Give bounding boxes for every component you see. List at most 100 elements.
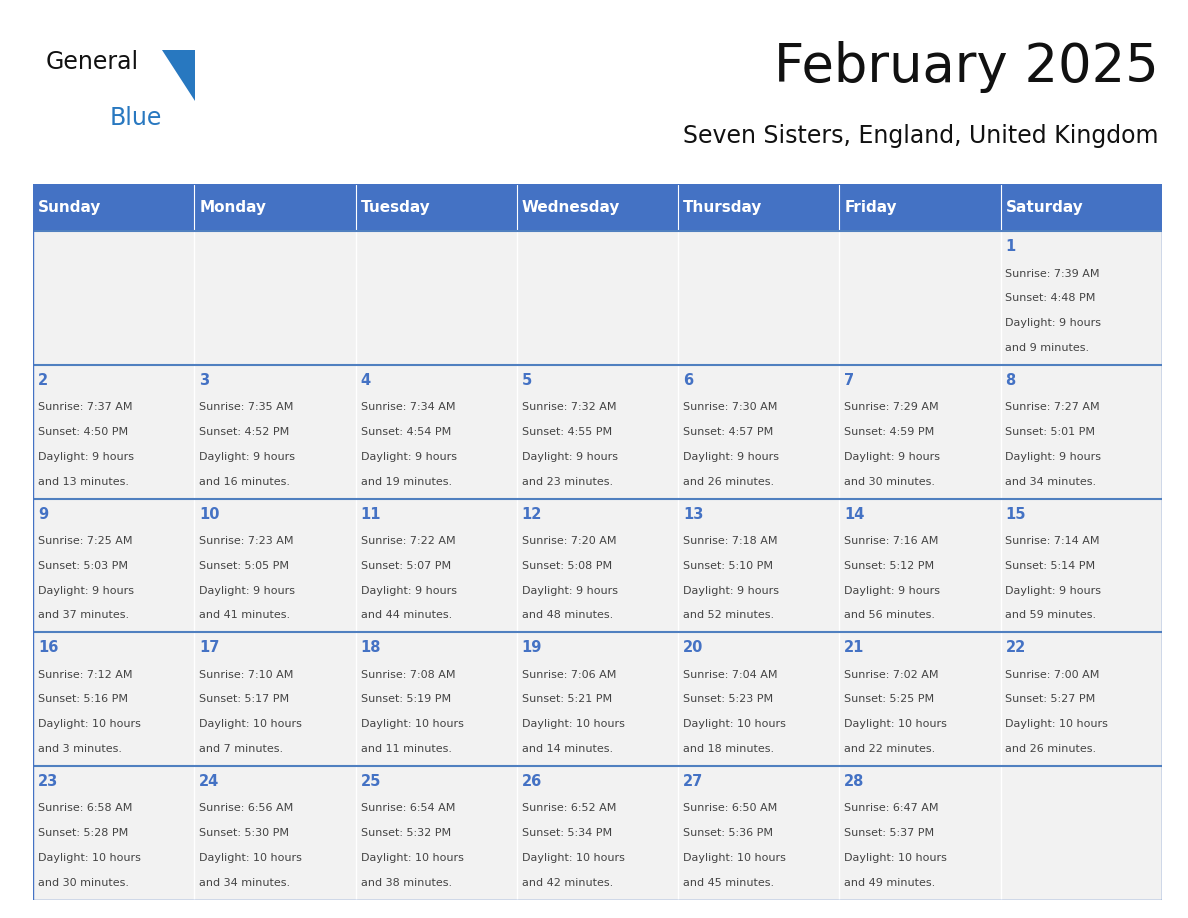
Text: Blue: Blue	[109, 106, 162, 129]
Text: and 30 minutes.: and 30 minutes.	[38, 878, 129, 888]
Text: Sunrise: 7:08 AM: Sunrise: 7:08 AM	[361, 670, 455, 679]
Text: Seven Sisters, England, United Kingdom: Seven Sisters, England, United Kingdom	[683, 124, 1158, 148]
Bar	[517, 184, 678, 231]
Text: 3: 3	[200, 373, 209, 388]
Bar	[1000, 766, 1162, 900]
Text: Sunrise: 7:10 AM: Sunrise: 7:10 AM	[200, 670, 293, 679]
Text: Sunrise: 7:32 AM: Sunrise: 7:32 AM	[522, 402, 617, 412]
Text: 23: 23	[38, 774, 58, 789]
Text: 14: 14	[845, 507, 865, 521]
Text: Sunset: 5:34 PM: Sunset: 5:34 PM	[522, 828, 612, 838]
Text: Sunset: 5:23 PM: Sunset: 5:23 PM	[683, 695, 773, 704]
Text: 18: 18	[361, 641, 381, 655]
Text: Daylight: 10 hours: Daylight: 10 hours	[522, 853, 625, 863]
Text: Sunrise: 7:12 AM: Sunrise: 7:12 AM	[38, 670, 133, 679]
Text: February 2025: February 2025	[773, 41, 1158, 94]
Text: Friday: Friday	[845, 200, 897, 215]
Text: 27: 27	[683, 774, 703, 789]
Text: 12: 12	[522, 507, 542, 521]
Text: 16: 16	[38, 641, 58, 655]
Text: 22: 22	[1005, 641, 1025, 655]
Bar	[195, 184, 355, 231]
Text: Sunrise: 7:25 AM: Sunrise: 7:25 AM	[38, 536, 133, 546]
Text: 4: 4	[361, 373, 371, 388]
Text: Sunset: 5:25 PM: Sunset: 5:25 PM	[845, 695, 935, 704]
Bar	[517, 766, 678, 900]
Text: and 59 minutes.: and 59 minutes.	[1005, 610, 1097, 621]
Text: Daylight: 10 hours: Daylight: 10 hours	[845, 853, 947, 863]
Text: Daylight: 10 hours: Daylight: 10 hours	[361, 853, 463, 863]
Text: Daylight: 9 hours: Daylight: 9 hours	[361, 586, 456, 596]
Text: Daylight: 10 hours: Daylight: 10 hours	[38, 853, 141, 863]
Bar	[1000, 633, 1162, 766]
Bar	[840, 365, 1000, 498]
Text: Daylight: 10 hours: Daylight: 10 hours	[200, 719, 302, 729]
Text: Sunrise: 7:39 AM: Sunrise: 7:39 AM	[1005, 269, 1100, 279]
Text: 1: 1	[1005, 240, 1016, 254]
Text: Sunset: 5:28 PM: Sunset: 5:28 PM	[38, 828, 128, 838]
Bar	[517, 498, 678, 633]
Text: Wednesday: Wednesday	[522, 200, 620, 215]
Text: and 37 minutes.: and 37 minutes.	[38, 610, 129, 621]
Text: and 30 minutes.: and 30 minutes.	[845, 476, 935, 487]
Text: Sunset: 5:21 PM: Sunset: 5:21 PM	[522, 695, 612, 704]
Text: 24: 24	[200, 774, 220, 789]
Text: Daylight: 10 hours: Daylight: 10 hours	[683, 853, 786, 863]
Text: Sunrise: 6:58 AM: Sunrise: 6:58 AM	[38, 803, 133, 813]
Text: 11: 11	[361, 507, 381, 521]
Text: and 38 minutes.: and 38 minutes.	[361, 878, 451, 888]
Text: Sunrise: 7:02 AM: Sunrise: 7:02 AM	[845, 670, 939, 679]
Text: Daylight: 9 hours: Daylight: 9 hours	[1005, 319, 1101, 329]
Text: Sunrise: 6:47 AM: Sunrise: 6:47 AM	[845, 803, 939, 813]
Text: 10: 10	[200, 507, 220, 521]
Text: and 44 minutes.: and 44 minutes.	[361, 610, 451, 621]
Text: Tuesday: Tuesday	[361, 200, 430, 215]
Text: 19: 19	[522, 641, 542, 655]
Text: 5: 5	[522, 373, 532, 388]
Text: 13: 13	[683, 507, 703, 521]
Text: Sunset: 4:55 PM: Sunset: 4:55 PM	[522, 427, 612, 437]
Text: Sunrise: 6:56 AM: Sunrise: 6:56 AM	[200, 803, 293, 813]
Text: and 52 minutes.: and 52 minutes.	[683, 610, 775, 621]
Bar	[355, 365, 517, 498]
Text: Sunrise: 7:22 AM: Sunrise: 7:22 AM	[361, 536, 455, 546]
Text: Sunset: 5:30 PM: Sunset: 5:30 PM	[200, 828, 290, 838]
Text: Sunset: 5:19 PM: Sunset: 5:19 PM	[361, 695, 450, 704]
Text: Sunset: 4:57 PM: Sunset: 4:57 PM	[683, 427, 773, 437]
Bar	[840, 766, 1000, 900]
Text: Sunrise: 7:14 AM: Sunrise: 7:14 AM	[1005, 536, 1100, 546]
Text: Sunset: 4:52 PM: Sunset: 4:52 PM	[200, 427, 290, 437]
Bar	[355, 498, 517, 633]
Text: 2: 2	[38, 373, 49, 388]
Text: and 42 minutes.: and 42 minutes.	[522, 878, 613, 888]
Text: 20: 20	[683, 641, 703, 655]
Bar	[840, 633, 1000, 766]
Text: 21: 21	[845, 641, 865, 655]
Text: and 48 minutes.: and 48 minutes.	[522, 610, 613, 621]
Text: Daylight: 9 hours: Daylight: 9 hours	[1005, 586, 1101, 596]
Text: and 11 minutes.: and 11 minutes.	[361, 744, 451, 754]
Bar	[33, 498, 195, 633]
Text: and 41 minutes.: and 41 minutes.	[200, 610, 290, 621]
Text: Sunset: 5:07 PM: Sunset: 5:07 PM	[361, 561, 450, 571]
Bar	[840, 184, 1000, 231]
Bar	[678, 231, 840, 365]
Bar	[840, 498, 1000, 633]
Bar	[355, 766, 517, 900]
Bar	[517, 231, 678, 365]
Text: Daylight: 9 hours: Daylight: 9 hours	[522, 452, 618, 462]
Text: Sunset: 4:48 PM: Sunset: 4:48 PM	[1005, 294, 1095, 304]
Text: Sunset: 5:05 PM: Sunset: 5:05 PM	[200, 561, 290, 571]
Text: Sunrise: 7:35 AM: Sunrise: 7:35 AM	[200, 402, 293, 412]
Bar	[678, 498, 840, 633]
Text: Daylight: 9 hours: Daylight: 9 hours	[38, 586, 134, 596]
Text: Daylight: 10 hours: Daylight: 10 hours	[38, 719, 141, 729]
Text: Sunrise: 7:18 AM: Sunrise: 7:18 AM	[683, 536, 777, 546]
Text: Daylight: 9 hours: Daylight: 9 hours	[361, 452, 456, 462]
Text: Sunset: 5:10 PM: Sunset: 5:10 PM	[683, 561, 773, 571]
Text: Sunset: 5:36 PM: Sunset: 5:36 PM	[683, 828, 773, 838]
Bar	[517, 633, 678, 766]
Text: Sunset: 4:59 PM: Sunset: 4:59 PM	[845, 427, 935, 437]
Text: 6: 6	[683, 373, 693, 388]
Text: 8: 8	[1005, 373, 1016, 388]
